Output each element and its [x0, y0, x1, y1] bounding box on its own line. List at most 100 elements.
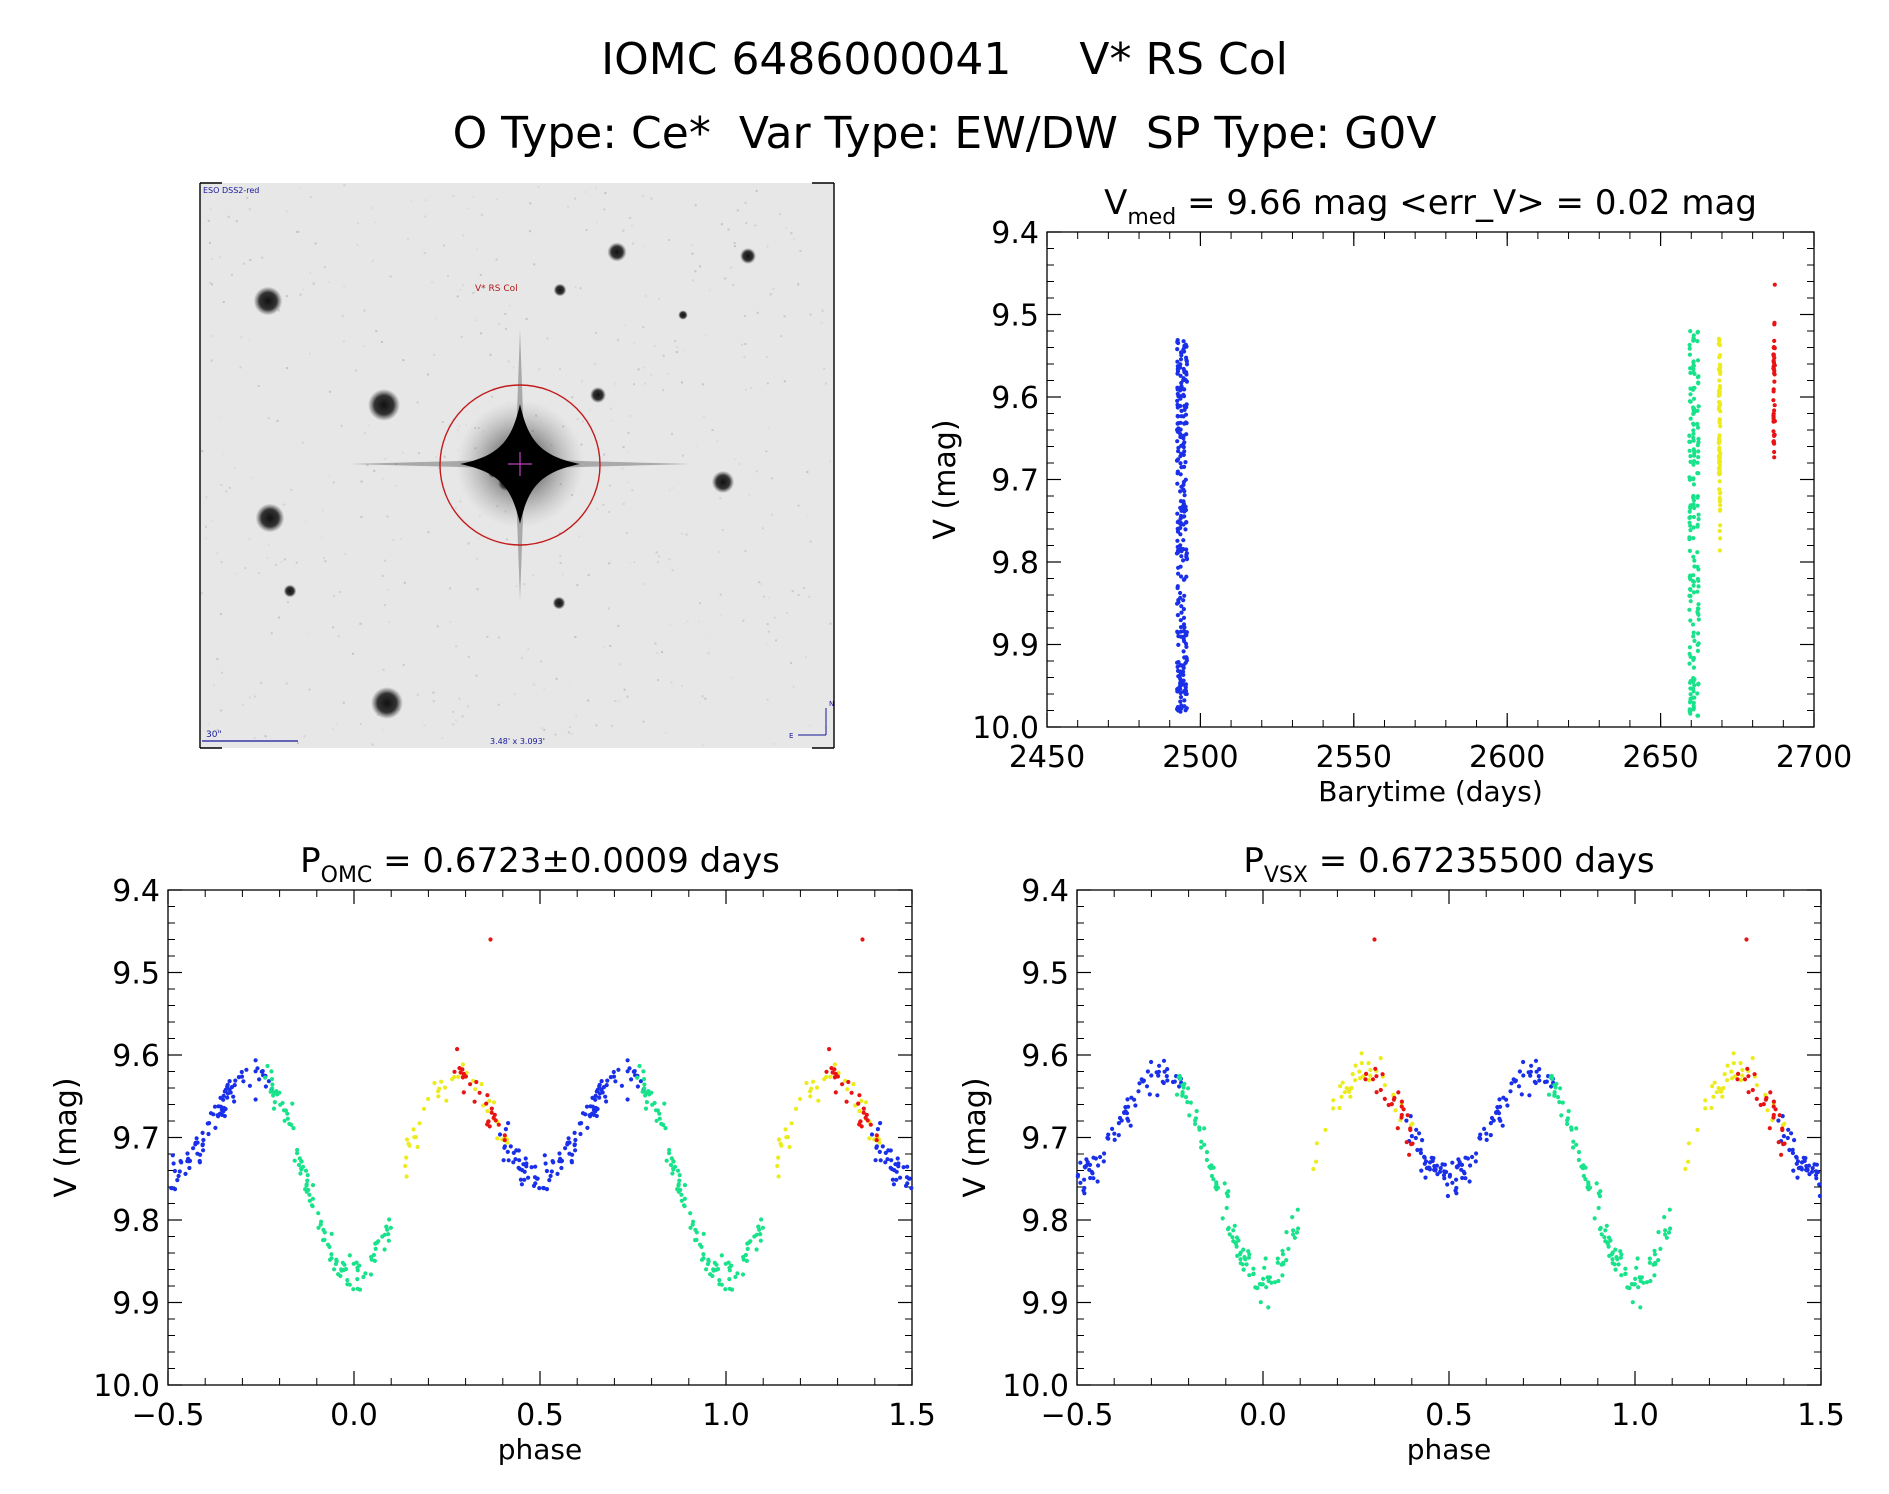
data-point [177, 1169, 182, 1174]
data-point [1179, 353, 1184, 358]
data-point [491, 1100, 497, 1105]
data-point [1181, 414, 1186, 419]
data-point [1810, 1166, 1815, 1171]
data-point [263, 1075, 268, 1080]
data-point [417, 1121, 422, 1126]
data-point [1703, 1106, 1708, 1111]
data-point [347, 1282, 352, 1287]
data-point [832, 1062, 838, 1067]
data-point [1199, 1139, 1204, 1144]
data-point [1552, 1093, 1557, 1098]
data-point [1110, 1126, 1115, 1131]
data-point [1344, 1086, 1349, 1091]
data-point [1489, 1115, 1495, 1121]
data-point [236, 1075, 241, 1080]
data-point [587, 1113, 592, 1118]
data-point [1619, 1273, 1624, 1278]
data-point [1691, 583, 1696, 588]
data-point [339, 1267, 344, 1272]
x-tick-label: 0.5 [516, 1398, 564, 1433]
data-point [278, 1102, 283, 1107]
data-point [1767, 1126, 1772, 1131]
data-point [255, 1066, 260, 1071]
data-point [1718, 523, 1723, 528]
data-point [1269, 1280, 1274, 1285]
data-point [1709, 1105, 1714, 1111]
data-point [1175, 371, 1180, 376]
data-point [1566, 1109, 1571, 1114]
data-point [729, 1287, 735, 1292]
data-point [1738, 1078, 1744, 1083]
data-point [1754, 1083, 1759, 1088]
data-point [1687, 439, 1692, 444]
data-point [1662, 1215, 1667, 1220]
series-blue [1075, 1058, 1822, 1199]
data-point [1175, 538, 1180, 543]
data-point [325, 1242, 331, 1247]
data-point [1692, 451, 1697, 456]
series-green [263, 1063, 766, 1292]
data-point [241, 1079, 246, 1084]
data-point [1227, 1232, 1232, 1237]
data-point [1175, 630, 1180, 635]
data-point [1696, 682, 1701, 687]
data-point [517, 1158, 522, 1163]
data-point [1717, 439, 1722, 444]
series-blue [169, 1058, 914, 1192]
data-point [1349, 1085, 1354, 1091]
data-point [1177, 526, 1183, 531]
data-point [1802, 1158, 1807, 1164]
data-point [832, 1067, 837, 1072]
data-point [1687, 661, 1692, 666]
data-point [1399, 1099, 1404, 1104]
data-point [1703, 1098, 1708, 1103]
data-point [1717, 548, 1722, 553]
data-point [1776, 1140, 1781, 1145]
data-point [1266, 1305, 1271, 1310]
data-point [265, 1063, 270, 1069]
data-point [295, 1147, 300, 1153]
data-point [1695, 1127, 1700, 1132]
data-point [1688, 599, 1693, 604]
data-point [1599, 1232, 1604, 1237]
data-point [1717, 528, 1722, 534]
data-point [1537, 1067, 1542, 1072]
data-point [566, 1136, 571, 1141]
data-point [1091, 1176, 1096, 1181]
data-point [1745, 1066, 1750, 1071]
data-point [1560, 1100, 1565, 1105]
data-point [208, 1111, 214, 1116]
data-point [1571, 1145, 1576, 1150]
data-point [404, 1137, 410, 1142]
data-point [253, 1058, 258, 1063]
y-tick-label: 9.6 [1021, 1039, 1069, 1074]
data-point [1393, 1108, 1398, 1113]
data-point [827, 1047, 832, 1052]
data-point [1413, 1135, 1418, 1141]
data-point [565, 1142, 570, 1147]
series-green [1687, 329, 1701, 718]
data-point [1178, 564, 1183, 569]
data-point [1414, 1127, 1419, 1132]
data-point [1081, 1188, 1086, 1193]
data-point [1691, 422, 1696, 427]
data-point [733, 1274, 738, 1280]
data-point [1695, 589, 1700, 594]
data-point [1688, 370, 1693, 375]
data-point [1696, 602, 1701, 607]
data-point [1695, 503, 1700, 508]
data-point [357, 1263, 362, 1268]
data-point [1635, 1256, 1640, 1261]
data-point [355, 1277, 360, 1282]
data-point [1696, 517, 1701, 522]
data-point [641, 1077, 647, 1082]
data-point [291, 1126, 296, 1131]
data-point [1633, 1276, 1638, 1281]
data-point [193, 1142, 198, 1147]
data-point [719, 1253, 724, 1258]
data-point [1695, 550, 1700, 555]
data-point [1263, 1256, 1268, 1261]
data-point [1692, 683, 1697, 688]
data-point [1772, 408, 1777, 413]
data-point [1717, 467, 1722, 472]
